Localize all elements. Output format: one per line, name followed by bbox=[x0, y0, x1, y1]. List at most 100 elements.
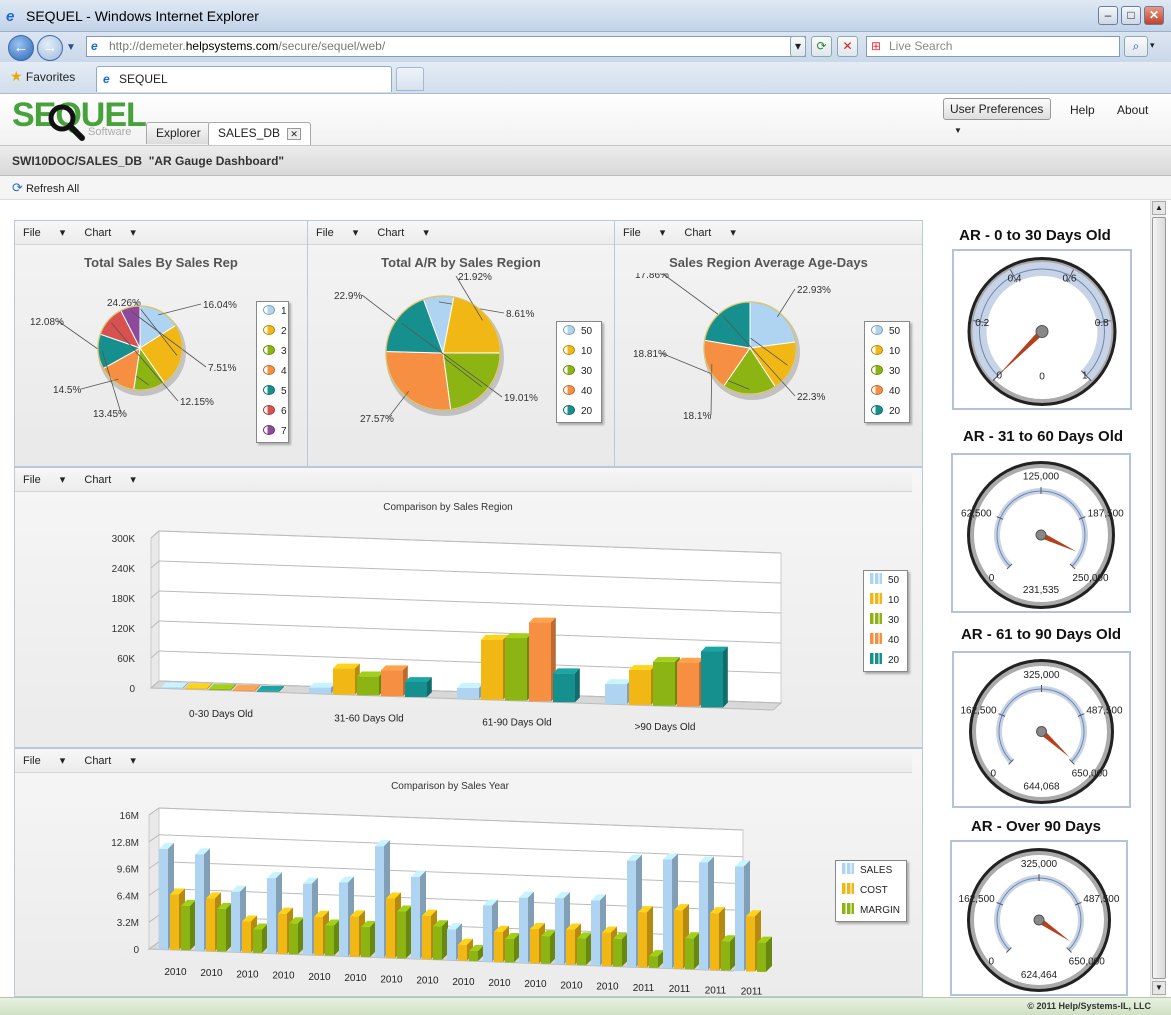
tab-sales-db[interactable]: SALES_DB ✕ bbox=[208, 122, 311, 145]
scroll-up-arrow[interactable]: ▲ bbox=[1152, 201, 1166, 215]
chart-menu[interactable]: Chart ▾ bbox=[84, 474, 136, 486]
bar bbox=[206, 898, 215, 952]
chart-menu[interactable]: Chart ▾ bbox=[684, 227, 736, 239]
gridline bbox=[158, 590, 782, 614]
bar-top bbox=[381, 665, 408, 671]
bar bbox=[541, 936, 550, 964]
favorites-button[interactable]: ★ Favorites bbox=[10, 68, 75, 85]
bar-top bbox=[209, 684, 236, 690]
gauge-tick bbox=[996, 901, 1004, 906]
chart-menu[interactable]: Chart ▾ bbox=[84, 755, 136, 767]
user-preferences-button[interactable]: User Preferences ▼ bbox=[943, 98, 1051, 135]
tab-explorer[interactable]: Explorer bbox=[146, 122, 211, 144]
y-tick-label: 6.4M bbox=[117, 891, 139, 902]
bar-top bbox=[653, 656, 680, 662]
bar-top bbox=[422, 909, 437, 916]
bar bbox=[663, 859, 672, 969]
gauge-tick bbox=[973, 320, 988, 324]
bar-top bbox=[602, 926, 617, 933]
slice-label: 18.1% bbox=[683, 411, 711, 422]
about-link[interactable]: About bbox=[1117, 103, 1149, 117]
stop-icon[interactable]: ✕ bbox=[837, 36, 858, 57]
gauge-tick bbox=[1010, 269, 1018, 283]
file-menu[interactable]: File ▾ bbox=[23, 227, 66, 239]
bar-top bbox=[629, 665, 656, 670]
chart-menu[interactable]: Chart ▾ bbox=[377, 227, 429, 239]
gauge-title: AR - 31 to 60 Days Old bbox=[962, 428, 1124, 445]
legend-item: 4 bbox=[257, 362, 288, 382]
search-options-icon[interactable]: ▾ bbox=[1150, 40, 1155, 50]
bar bbox=[605, 684, 627, 705]
new-tab-button[interactable] bbox=[396, 67, 424, 91]
back-button[interactable]: ← bbox=[8, 35, 34, 61]
slice-label: 19.01% bbox=[504, 393, 538, 404]
bar bbox=[629, 669, 651, 705]
slice-label: 12.08% bbox=[30, 317, 64, 328]
bar-side bbox=[550, 930, 556, 964]
forward-button[interactable]: → bbox=[37, 35, 63, 61]
bar-top bbox=[483, 899, 498, 906]
maximize-button[interactable]: □ bbox=[1121, 6, 1141, 25]
bar bbox=[577, 938, 586, 966]
bar bbox=[699, 862, 708, 970]
bar-side bbox=[262, 923, 268, 953]
refresh-page-icon[interactable]: ⟳ bbox=[811, 36, 832, 57]
pie-slice bbox=[385, 350, 452, 411]
pie-rim bbox=[703, 301, 797, 395]
bar bbox=[674, 910, 683, 969]
history-dropdown-icon[interactable]: ▼ bbox=[66, 42, 76, 53]
bar-top bbox=[613, 932, 628, 939]
bar bbox=[553, 673, 575, 703]
address-bar[interactable]: e http://demeter.helpsystems.com/secure/… bbox=[86, 36, 806, 57]
tab-explorer-label: Explorer bbox=[156, 126, 201, 140]
file-menu[interactable]: File ▾ bbox=[23, 755, 66, 767]
pie-chart-sales-by-rep: 16.04% 24.26% 12.08% 14.5% 13.45% 12.15% 7.51% bbox=[30, 298, 237, 420]
scroll-down-arrow[interactable]: ▼ bbox=[1152, 981, 1166, 995]
legend-label: 50 bbox=[888, 575, 900, 586]
bar bbox=[685, 938, 694, 970]
bar bbox=[602, 932, 611, 967]
pie-chart-ar-by-region: 8.61% 21.92% 22.9% 27.57% 19.01% bbox=[334, 273, 538, 425]
close-window-button[interactable]: ✕ bbox=[1144, 6, 1164, 25]
bar-top bbox=[181, 899, 196, 906]
x-tick-label: 2010 bbox=[308, 972, 331, 983]
scroll-thumb[interactable] bbox=[1152, 217, 1166, 979]
y-tick-label: 3.2M bbox=[117, 918, 139, 929]
refresh-all-button[interactable]: ⟳ Refresh All bbox=[12, 180, 79, 196]
legend-item: 20 bbox=[864, 651, 907, 671]
file-menu[interactable]: File ▾ bbox=[23, 474, 66, 486]
file-menu[interactable]: File ▾ bbox=[623, 227, 666, 239]
gauge-tick-label: 325,000 bbox=[1023, 670, 1060, 681]
help-link[interactable]: Help bbox=[1070, 103, 1095, 117]
leader-line bbox=[401, 322, 503, 398]
minimize-button[interactable]: – bbox=[1098, 6, 1118, 25]
search-input[interactable]: ⊞ Live Search bbox=[866, 36, 1120, 57]
leader-line bbox=[101, 351, 122, 414]
address-dropdown-icon[interactable]: ▾ bbox=[790, 36, 806, 57]
browser-tab[interactable]: e SEQUEL bbox=[96, 66, 392, 92]
close-tab-icon[interactable]: ✕ bbox=[287, 128, 301, 140]
chart-menu-label: Chart bbox=[684, 227, 712, 239]
file-menu[interactable]: File ▾ bbox=[316, 227, 359, 239]
legend-label: 20 bbox=[581, 406, 593, 417]
legend-swatch-icon bbox=[263, 385, 275, 395]
y-tick-label: 180K bbox=[112, 594, 136, 605]
chart-menu[interactable]: Chart ▾ bbox=[84, 227, 136, 239]
chart-title: Comparison by Sales Year bbox=[391, 781, 509, 792]
search-icon[interactable]: ⌕ bbox=[1124, 36, 1148, 57]
bar-side bbox=[226, 902, 232, 952]
chevron-down-icon: ▼ bbox=[954, 126, 962, 135]
bar-side bbox=[694, 932, 700, 970]
gridline-side bbox=[148, 834, 160, 843]
legend-label: 40 bbox=[888, 635, 900, 646]
chart-title: Comparison by Sales Region bbox=[383, 502, 513, 513]
bar-side bbox=[647, 906, 653, 968]
window-titlebar: e SEQUEL - Windows Internet Explorer – □… bbox=[0, 0, 1171, 32]
bar-side bbox=[442, 920, 448, 960]
vertical-scrollbar[interactable]: ▲ ▼ bbox=[1150, 200, 1166, 997]
slice-label: 24.26% bbox=[107, 298, 141, 309]
bar bbox=[677, 662, 699, 707]
gauge-readout: 0 bbox=[1039, 372, 1045, 383]
gauge-tick bbox=[1008, 759, 1014, 765]
bar bbox=[231, 891, 240, 953]
